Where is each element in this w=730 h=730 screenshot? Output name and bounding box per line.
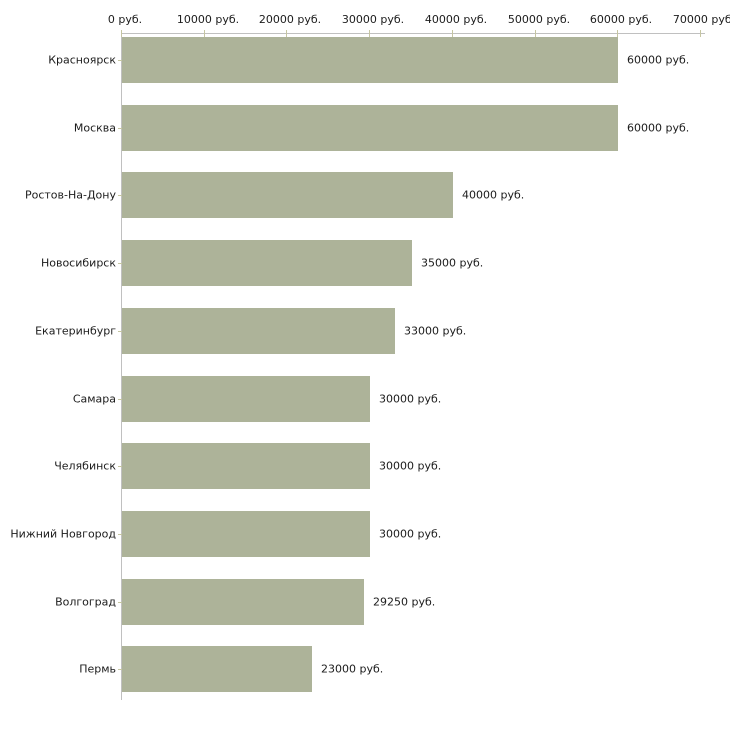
- y-axis-tick: [118, 128, 125, 129]
- bar: [122, 105, 618, 151]
- category-label: Челябинск: [54, 459, 116, 473]
- x-axis-tick-label: 0 руб.: [107, 13, 143, 26]
- x-axis-tick: [369, 30, 370, 37]
- category-label: Самара: [72, 392, 116, 406]
- category-label: Москва: [73, 121, 116, 135]
- x-axis-tick-label: 50000 руб.: [507, 13, 571, 26]
- x-axis-tick: [286, 30, 287, 37]
- bar: [122, 37, 618, 83]
- bar-value-label: 35000 руб.: [421, 256, 484, 270]
- x-axis-tick: [121, 30, 122, 37]
- y-axis-tick: [118, 195, 125, 196]
- bar-value-label: 60000 руб.: [627, 121, 690, 135]
- bar-value-label: 33000 руб.: [404, 324, 467, 338]
- bar-value-label: 60000 руб.: [627, 53, 690, 67]
- x-axis-tick: [452, 30, 453, 37]
- bar-value-label: 30000 руб.: [379, 392, 442, 406]
- x-axis-tick-label: 60000 руб.: [589, 13, 653, 26]
- x-axis-tick-label: 70000 руб.: [672, 13, 730, 26]
- x-axis-line: [121, 33, 705, 34]
- y-axis-line: [121, 33, 122, 700]
- category-label: Ростов-На-Дону: [24, 188, 116, 202]
- bar-value-label: 30000 руб.: [379, 527, 442, 541]
- bar: [122, 172, 453, 218]
- bar: [122, 646, 312, 692]
- x-axis-tick: [204, 30, 205, 37]
- category-label: Красноярск: [48, 53, 116, 67]
- bar-value-label: 40000 руб.: [462, 188, 525, 202]
- x-axis-tick-label: 10000 руб.: [176, 13, 240, 26]
- y-axis-tick: [118, 60, 125, 61]
- y-axis-tick: [118, 399, 125, 400]
- category-label: Пермь: [79, 662, 116, 676]
- y-axis-tick: [118, 466, 125, 467]
- category-label: Екатеринбург: [35, 324, 116, 338]
- x-axis-tick-label: 30000 руб.: [341, 13, 405, 26]
- x-axis-tick: [617, 30, 618, 37]
- category-label: Новосибирск: [40, 256, 116, 270]
- category-label: Волгоград: [55, 595, 116, 609]
- bar-value-label: 29250 руб.: [373, 595, 436, 609]
- bar: [122, 579, 364, 625]
- y-axis-tick: [118, 669, 125, 670]
- y-axis-tick: [118, 602, 125, 603]
- bar: [122, 511, 370, 557]
- bar: [122, 308, 395, 354]
- x-axis-tick-label: 20000 руб.: [258, 13, 322, 26]
- x-axis-tick-label: 40000 руб.: [424, 13, 488, 26]
- bar: [122, 376, 370, 422]
- category-label: Нижний Новгород: [10, 527, 116, 541]
- bar-value-label: 30000 руб.: [379, 459, 442, 473]
- y-axis-tick: [118, 534, 125, 535]
- y-axis-tick: [118, 263, 125, 264]
- y-axis-tick: [118, 331, 125, 332]
- x-axis-tick: [535, 30, 536, 37]
- x-axis-tick: [700, 30, 701, 37]
- bar-value-label: 23000 руб.: [321, 662, 384, 676]
- bar: [122, 240, 412, 286]
- bar: [122, 443, 370, 489]
